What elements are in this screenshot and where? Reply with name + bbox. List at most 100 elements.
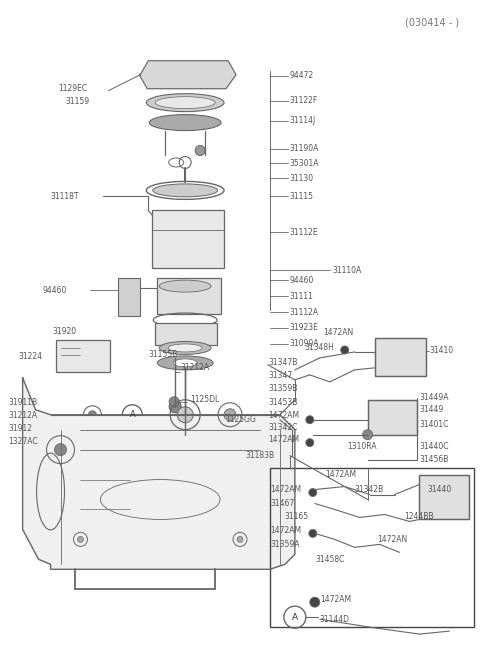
Polygon shape bbox=[139, 61, 236, 88]
Text: 31144D: 31144D bbox=[320, 614, 350, 624]
Text: 1472AM: 1472AM bbox=[270, 526, 301, 535]
Bar bbox=[368, 400, 418, 435]
Bar bbox=[420, 475, 469, 519]
Text: A: A bbox=[292, 612, 298, 622]
Text: 31183B: 31183B bbox=[245, 451, 274, 460]
Text: 1125GG: 1125GG bbox=[225, 415, 256, 424]
Text: 1472AM: 1472AM bbox=[320, 595, 351, 604]
Text: 31347: 31347 bbox=[268, 371, 292, 381]
Circle shape bbox=[88, 411, 96, 419]
Text: 31112E: 31112E bbox=[290, 228, 319, 236]
Circle shape bbox=[74, 426, 86, 438]
Text: 31458C: 31458C bbox=[316, 555, 345, 564]
Text: 94460: 94460 bbox=[43, 286, 67, 295]
Text: 1327AC: 1327AC bbox=[9, 437, 38, 446]
Text: 31212A: 31212A bbox=[9, 411, 38, 421]
Text: 31118T: 31118T bbox=[50, 192, 79, 201]
Text: 31467: 31467 bbox=[270, 499, 294, 508]
Circle shape bbox=[177, 407, 193, 422]
Ellipse shape bbox=[155, 97, 215, 109]
Circle shape bbox=[309, 489, 317, 496]
Text: 31165: 31165 bbox=[285, 512, 309, 521]
Text: 31410: 31410 bbox=[430, 346, 454, 356]
Bar bbox=[368, 400, 418, 435]
Circle shape bbox=[310, 597, 320, 607]
Bar bbox=[270, 468, 474, 627]
Text: 1472AM: 1472AM bbox=[325, 470, 356, 479]
Circle shape bbox=[363, 430, 372, 440]
Text: 31090A: 31090A bbox=[290, 339, 319, 348]
Text: 31111: 31111 bbox=[290, 291, 314, 301]
Text: 31440C: 31440C bbox=[420, 442, 449, 451]
Ellipse shape bbox=[149, 115, 221, 130]
Text: 31449: 31449 bbox=[420, 405, 444, 414]
Bar bbox=[374, 338, 426, 376]
Text: 31159: 31159 bbox=[65, 97, 90, 106]
Text: 1472AM: 1472AM bbox=[268, 411, 299, 421]
Text: 31912: 31912 bbox=[9, 424, 33, 433]
Bar bbox=[155, 323, 217, 345]
Text: 31190A: 31190A bbox=[290, 144, 319, 153]
Text: 1472AN: 1472AN bbox=[378, 535, 408, 544]
Text: 31923E: 31923E bbox=[290, 324, 319, 333]
Circle shape bbox=[237, 536, 243, 542]
Text: 31449A: 31449A bbox=[420, 393, 449, 402]
Text: 1125DL: 1125DL bbox=[190, 395, 219, 404]
Text: 1472AM: 1472AM bbox=[268, 435, 299, 444]
Text: 31453B: 31453B bbox=[268, 398, 297, 407]
Text: 94472: 94472 bbox=[290, 71, 314, 80]
Text: 1244BB: 1244BB bbox=[405, 512, 434, 521]
Text: 31359B: 31359B bbox=[268, 384, 297, 393]
Circle shape bbox=[306, 439, 314, 447]
Text: 35301A: 35301A bbox=[290, 159, 319, 168]
Bar bbox=[119, 278, 140, 316]
Bar bbox=[374, 338, 426, 376]
Circle shape bbox=[306, 416, 314, 424]
Text: 1472AN: 1472AN bbox=[323, 329, 353, 337]
Text: 31130: 31130 bbox=[290, 174, 314, 183]
Text: 31342C: 31342C bbox=[268, 423, 297, 432]
Circle shape bbox=[169, 397, 179, 407]
Text: 31110A: 31110A bbox=[333, 266, 362, 274]
Text: 31359A: 31359A bbox=[270, 540, 300, 549]
Text: 31224: 31224 bbox=[19, 352, 43, 362]
Circle shape bbox=[77, 536, 84, 542]
Circle shape bbox=[55, 443, 67, 456]
Ellipse shape bbox=[173, 359, 197, 367]
Circle shape bbox=[309, 529, 317, 537]
Ellipse shape bbox=[146, 94, 224, 111]
Text: 31114J: 31114J bbox=[290, 116, 316, 125]
Bar bbox=[157, 278, 221, 314]
Ellipse shape bbox=[157, 356, 213, 370]
Text: 31122F: 31122F bbox=[290, 96, 318, 105]
Text: 31401C: 31401C bbox=[420, 421, 449, 429]
Ellipse shape bbox=[159, 280, 211, 292]
Polygon shape bbox=[23, 378, 295, 569]
Text: 31115: 31115 bbox=[290, 192, 314, 201]
Circle shape bbox=[216, 421, 224, 429]
Circle shape bbox=[195, 145, 205, 155]
Text: (030414 - ): (030414 - ) bbox=[405, 18, 459, 28]
Text: 31911B: 31911B bbox=[9, 398, 38, 407]
Ellipse shape bbox=[153, 184, 217, 197]
Text: 94460: 94460 bbox=[290, 276, 314, 285]
Bar bbox=[420, 475, 469, 519]
Text: 31440: 31440 bbox=[428, 485, 452, 494]
Text: 1129EC: 1129EC bbox=[59, 84, 88, 93]
Text: 31456B: 31456B bbox=[420, 455, 449, 464]
Text: 31920: 31920 bbox=[52, 328, 77, 337]
Bar bbox=[152, 210, 224, 268]
Text: 1310RA: 1310RA bbox=[348, 442, 377, 451]
Ellipse shape bbox=[159, 341, 211, 354]
Text: 31342B: 31342B bbox=[355, 485, 384, 494]
Circle shape bbox=[224, 409, 236, 421]
Text: 31347B: 31347B bbox=[268, 358, 297, 367]
Text: 31212A: 31212A bbox=[180, 364, 209, 373]
Text: 31112A: 31112A bbox=[290, 308, 319, 316]
Circle shape bbox=[169, 401, 181, 413]
Bar bbox=[56, 340, 110, 372]
Circle shape bbox=[341, 346, 348, 354]
Text: 31348H: 31348H bbox=[305, 343, 335, 352]
Text: A: A bbox=[130, 410, 135, 419]
Ellipse shape bbox=[168, 344, 202, 352]
